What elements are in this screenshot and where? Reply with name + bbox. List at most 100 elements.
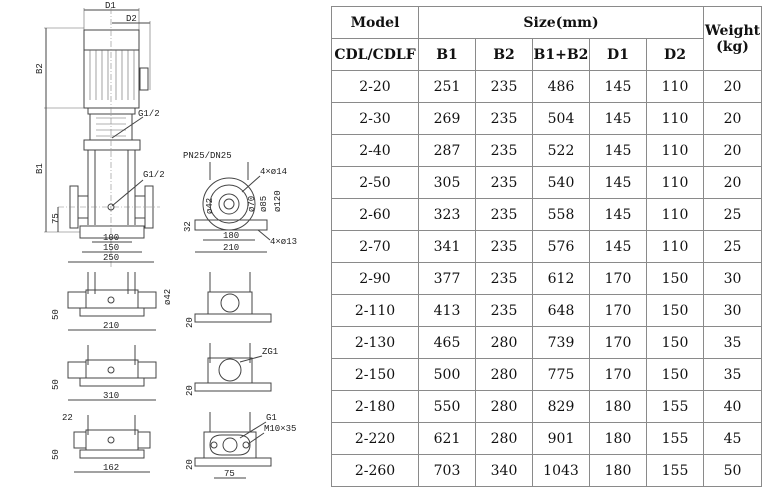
table-cell: 558 bbox=[532, 198, 590, 231]
table-cell: 180 bbox=[589, 454, 647, 487]
subheader-row: CDL/CDLF B1 B2 B1+B2 D1 D2 bbox=[331, 38, 762, 71]
dim-75-v4: 75 bbox=[224, 469, 235, 479]
label-base-holes: 4×ø13 bbox=[270, 237, 297, 247]
table-cell: 180 bbox=[589, 390, 647, 423]
table-cell: 110 bbox=[646, 166, 704, 199]
subheader-3: B1+B2 bbox=[532, 38, 590, 71]
table-cell: 377 bbox=[418, 262, 476, 295]
table-row: 2-30 269 235 504 145 110 20 bbox=[331, 102, 762, 135]
table-cell: 20 bbox=[703, 70, 762, 103]
dim-75: 75 bbox=[51, 213, 61, 224]
table-cell: 621 bbox=[418, 422, 476, 455]
table-cell: 500 bbox=[418, 358, 476, 391]
table-cell: 145 bbox=[589, 166, 647, 199]
dim-210-v2: 210 bbox=[103, 321, 119, 331]
base-view-3-right: ZG1 20 bbox=[185, 343, 278, 396]
dim-50-v2: 50 bbox=[51, 309, 61, 320]
table-cell: 20 bbox=[703, 166, 762, 199]
base-view-3-left: 50 310 bbox=[51, 345, 157, 401]
table-cell: 150 bbox=[646, 262, 704, 295]
table-cell: 40 bbox=[703, 390, 762, 423]
table-cell: 180 bbox=[589, 422, 647, 455]
dim-d1: D1 bbox=[105, 1, 116, 11]
table-cell: 829 bbox=[532, 390, 590, 423]
dim-b2: B2 bbox=[35, 63, 45, 74]
dim-32: 32 bbox=[183, 221, 193, 232]
table-cell: 251 bbox=[418, 70, 476, 103]
table-cell: 280 bbox=[475, 326, 533, 359]
table-row: 2-260 703 340 1043 180 155 50 bbox=[331, 454, 762, 487]
table-cell: 305 bbox=[418, 166, 476, 199]
dim-180: 180 bbox=[223, 231, 239, 241]
table-cell: 45 bbox=[703, 422, 762, 455]
dim-d42: ø42 bbox=[205, 198, 215, 214]
table-cell: 110 bbox=[646, 102, 704, 135]
dim-d70: ø70 bbox=[247, 196, 257, 212]
table-cell: 280 bbox=[475, 390, 533, 423]
base-view-2-left: ø42 50 210 bbox=[51, 272, 173, 331]
label-zg1: ZG1 bbox=[262, 347, 278, 357]
table-cell: 739 bbox=[532, 326, 590, 359]
subheader-5: D2 bbox=[646, 38, 704, 71]
table-cell: 155 bbox=[646, 454, 704, 487]
table-cell: 280 bbox=[475, 358, 533, 391]
dim-20-v3: 20 bbox=[185, 385, 195, 396]
table-cell: 2-90 bbox=[331, 262, 419, 295]
table-cell: 2-70 bbox=[331, 230, 419, 263]
table-cell: 522 bbox=[532, 134, 590, 167]
dim-d120: ø120 bbox=[273, 190, 283, 212]
table-cell: 110 bbox=[646, 198, 704, 231]
table-cell: 2-20 bbox=[331, 70, 419, 103]
table-cell: 110 bbox=[646, 230, 704, 263]
base-view-4-left: 22 50 162 bbox=[51, 413, 151, 473]
table-cell: 35 bbox=[703, 326, 762, 359]
pump-plan-drawing: PN25/DN25 4×ø14 ø42 ø70 ø85 ø120 32 180 … bbox=[183, 151, 297, 253]
table-cell: 145 bbox=[589, 230, 647, 263]
base-view-4-right: G1 M10×35 20 75 bbox=[185, 412, 296, 479]
table-row: 2-180 550 280 829 180 155 40 bbox=[331, 390, 762, 423]
table-cell: 269 bbox=[418, 102, 476, 135]
table-cell: 235 bbox=[475, 294, 533, 327]
table-cell: 1043 bbox=[532, 454, 590, 487]
table-cell: 341 bbox=[418, 230, 476, 263]
dim-d42-v2: ø42 bbox=[163, 289, 173, 305]
table-body: 2-20 251 235 486 145 110 20 2-30 269 235 504 145 110… bbox=[331, 70, 762, 487]
table-cell: 2-50 bbox=[331, 166, 419, 199]
table-cell: 155 bbox=[646, 390, 704, 423]
table-row: 2-40 287 235 522 145 110 20 bbox=[331, 134, 762, 167]
table-cell: 2-220 bbox=[331, 422, 419, 455]
table-cell: 35 bbox=[703, 358, 762, 391]
header-weight: Weight (kg) bbox=[703, 6, 762, 71]
table-cell: 145 bbox=[589, 134, 647, 167]
dim-b1: B1 bbox=[35, 163, 45, 174]
table-cell: 110 bbox=[646, 70, 704, 103]
table-row: 2-90 377 235 612 170 150 30 bbox=[331, 262, 762, 295]
dim-d2: D2 bbox=[126, 14, 137, 24]
table-cell: 2-40 bbox=[331, 134, 419, 167]
table-cell: 612 bbox=[532, 262, 590, 295]
table-cell: 235 bbox=[475, 198, 533, 231]
table-row: 2-20 251 235 486 145 110 20 bbox=[331, 70, 762, 103]
dim-250: 250 bbox=[103, 253, 119, 263]
dim-50-v4: 50 bbox=[51, 449, 61, 460]
dim-162-v4: 162 bbox=[103, 463, 119, 473]
label-port-top: G1/2 bbox=[138, 109, 160, 119]
dim-50-v3: 50 bbox=[51, 379, 61, 390]
table-cell: 155 bbox=[646, 422, 704, 455]
table-cell: 413 bbox=[418, 294, 476, 327]
dimension-table: Model Size(mm) Weight (kg) CDL/CDLF B1 B2 B… bbox=[331, 6, 762, 487]
header-model: Model bbox=[331, 6, 419, 39]
table-cell: 465 bbox=[418, 326, 476, 359]
label-g1: G1 bbox=[266, 413, 277, 423]
table-cell: 2-130 bbox=[331, 326, 419, 359]
dim-20-v4: 20 bbox=[185, 459, 195, 470]
table-cell: 150 bbox=[646, 294, 704, 327]
dim-20-v2: 20 bbox=[185, 317, 195, 328]
table-cell: 20 bbox=[703, 102, 762, 135]
table-cell: 576 bbox=[532, 230, 590, 263]
dim-210: 210 bbox=[223, 243, 239, 253]
table-cell: 20 bbox=[703, 134, 762, 167]
table-cell: 340 bbox=[475, 454, 533, 487]
table-cell: 901 bbox=[532, 422, 590, 455]
table-cell: 50 bbox=[703, 454, 762, 487]
